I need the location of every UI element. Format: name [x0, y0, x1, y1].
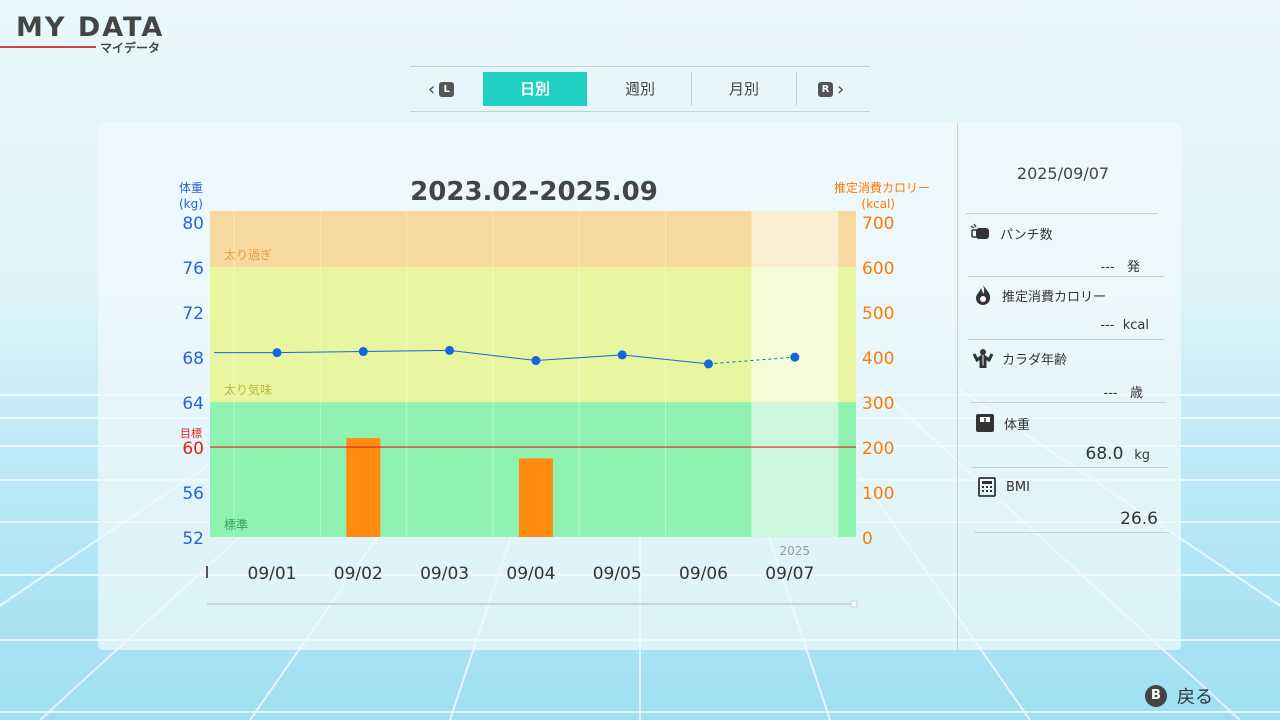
weight-line-segment	[449, 349, 536, 362]
left-axis-tick: 64	[182, 394, 204, 414]
right-axis-tick: 700	[862, 214, 894, 234]
side-item-label: BMI	[1006, 479, 1030, 495]
tab-daily[interactable]: 日別	[483, 72, 587, 106]
weight-line-segment	[708, 356, 795, 365]
left-axis-tick: 60	[182, 439, 204, 459]
weight-point	[704, 359, 713, 369]
side-divider	[974, 532, 1170, 533]
x-axis-label: 09/07	[765, 564, 814, 584]
body-age-value: --- 歳	[1103, 386, 1144, 401]
right-axis-tick: 300	[862, 394, 894, 414]
left-axis-tick: 72	[182, 304, 204, 324]
weight-point	[358, 347, 368, 357]
panel-divider	[957, 123, 958, 650]
back-button[interactable]: B 戻る	[1145, 683, 1213, 709]
r-button-badge: R	[818, 81, 833, 97]
left-axis-tick: 52	[182, 529, 204, 549]
left-axis-tick: 56	[182, 484, 204, 504]
weight-point	[617, 350, 627, 360]
right-axis-unit: (kcal)	[861, 197, 895, 211]
weight-point	[790, 352, 800, 362]
flame-icon	[972, 284, 994, 306]
x-axis-label: 09/04	[506, 564, 555, 584]
weight-line-segment	[276, 351, 364, 354]
weight-line-segment	[363, 349, 450, 353]
side-item-label: パンチ数	[1000, 227, 1053, 243]
title-underline	[0, 46, 96, 48]
x-axis-label: 09/03	[420, 564, 469, 584]
punch-icon	[970, 222, 992, 244]
zone-band	[210, 267, 856, 403]
left-axis-unit: (kg)	[179, 197, 203, 211]
side-divider	[970, 402, 1166, 403]
period-tabs: ‹ L 日別 週別 月別 R ›	[410, 66, 870, 112]
weight-line-segment	[535, 354, 623, 362]
right-axis-tick: 200	[862, 439, 894, 459]
x-axis-label: 09/01	[248, 564, 297, 584]
l-button-badge: L	[439, 81, 455, 97]
left-axis-title: 体重	[179, 181, 203, 195]
side-divider	[972, 467, 1168, 468]
calorie-bar	[518, 458, 553, 537]
selected-date: 2025/09/07	[1016, 164, 1110, 183]
weight-line-segment	[622, 354, 709, 365]
left-axis-tick: 76	[182, 259, 204, 279]
zone-label: 標準	[224, 517, 248, 532]
side-item-label: 体重	[1004, 417, 1031, 433]
side-item-punch: パンチ数	[970, 222, 1053, 244]
tab-monthly[interactable]: 月別	[728, 80, 759, 98]
punch-value: --- 発	[1100, 260, 1141, 275]
scale-icon	[974, 412, 996, 434]
page-subtitle: マイデータ	[100, 41, 161, 55]
side-item-bmi: BMI	[976, 476, 1030, 498]
b-button-icon: B	[1145, 685, 1167, 707]
prev-period-button[interactable]: ‹ L	[428, 78, 455, 100]
x-axis-label: 09/05	[593, 564, 642, 584]
muscle-icon	[972, 347, 994, 369]
tab-divider	[796, 72, 797, 106]
left-axis-tick: 80	[182, 214, 204, 234]
zone-label: 太り過ぎ	[224, 247, 272, 262]
calculator-icon	[976, 476, 998, 498]
right-axis-tick: 400	[862, 349, 894, 369]
side-item-label: カラダ年齢	[1002, 352, 1068, 368]
x-axis-label: 09/06	[679, 564, 728, 584]
x-axis-label: 09/02	[334, 564, 383, 584]
calorie-bar	[346, 438, 381, 537]
selected-day-highlight	[751, 211, 838, 537]
left-axis-tick: 68	[182, 349, 204, 369]
chevron-left-icon: ‹	[428, 78, 436, 100]
page-title: MY DATA	[16, 12, 165, 43]
weight-point	[445, 345, 455, 355]
right-axis-title: 推定消費カロリー	[834, 180, 930, 195]
next-period-button[interactable]: R ›	[818, 78, 845, 100]
back-label: 戻る	[1177, 687, 1213, 708]
side-item-weight: 体重	[974, 412, 1030, 434]
side-item-calories: 推定消費カロリー	[972, 284, 1106, 306]
weight-value: 68.0 kg	[1085, 444, 1150, 464]
chart-title: 2023.02-2025.09	[410, 177, 658, 207]
side-divider	[966, 213, 1158, 214]
tab-weekly[interactable]: 週別	[624, 80, 655, 98]
calorie-value: --- kcal	[1100, 318, 1149, 333]
side-divider	[968, 276, 1164, 277]
year-label: 2025	[780, 544, 811, 558]
side-item-body-age: カラダ年齢	[972, 347, 1067, 369]
right-axis-tick: 0	[862, 529, 873, 549]
right-axis-tick: 600	[862, 259, 894, 279]
tab-divider	[691, 72, 692, 106]
side-divider	[968, 339, 1164, 340]
chevron-right-icon: ›	[837, 78, 845, 100]
right-axis-tick: 100	[862, 484, 894, 504]
weight-point	[531, 356, 541, 366]
bmi-value: 26.6	[1120, 509, 1158, 529]
zone-band	[210, 211, 856, 268]
target-label: 目標	[180, 426, 202, 440]
scrollbar-thumb[interactable]	[850, 600, 858, 608]
zone-label: 太り気味	[224, 382, 272, 397]
right-axis-tick: 500	[862, 304, 894, 324]
side-item-label: 推定消費カロリー	[1002, 289, 1107, 305]
weight-point	[272, 348, 282, 358]
